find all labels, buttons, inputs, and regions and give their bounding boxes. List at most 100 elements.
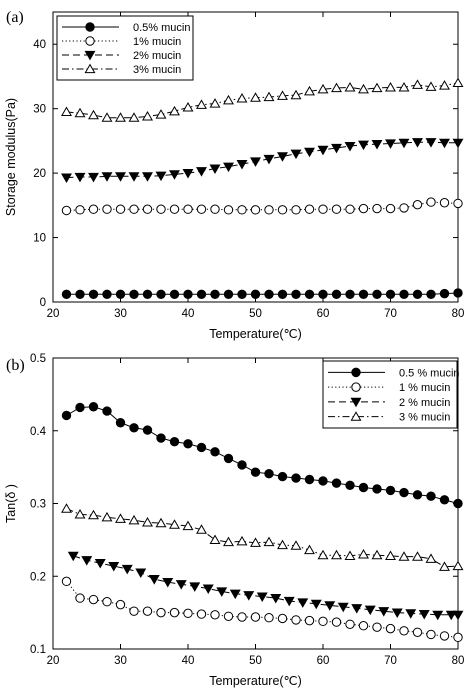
legend-marker [351, 367, 361, 378]
legend-marker [85, 36, 95, 46]
data-point [229, 589, 241, 600]
data-point [223, 162, 234, 173]
legend-entry: 3% mucin [62, 63, 181, 76]
data-point [223, 205, 234, 215]
data-point [75, 402, 85, 413]
y-tick-label: 0.1 [30, 644, 46, 656]
data-point [371, 140, 383, 150]
data-point [169, 519, 180, 529]
data-point [88, 289, 99, 299]
data-point [148, 575, 160, 585]
data-point [74, 107, 86, 118]
data-point [102, 204, 112, 214]
x-tick-label: 80 [452, 308, 465, 320]
data-point [372, 289, 382, 299]
data-point [344, 81, 356, 92]
data-point [88, 109, 99, 120]
data-point [345, 480, 355, 491]
data-point [250, 92, 261, 102]
legend-marker [84, 50, 96, 61]
data-point [277, 539, 288, 550]
data-point [209, 98, 221, 108]
data-point [399, 626, 409, 636]
data-point [452, 560, 464, 571]
data-point [277, 613, 288, 624]
data-point [452, 77, 464, 87]
data-point [385, 203, 396, 214]
data-point [453, 498, 463, 509]
data-point [135, 568, 147, 579]
data-point [426, 197, 436, 207]
data-point [156, 433, 166, 443]
data-point [210, 610, 220, 620]
data-point [318, 289, 328, 299]
data-point [264, 613, 274, 623]
data-point [317, 145, 329, 156]
data-point [156, 289, 166, 299]
data-point [445, 610, 457, 621]
data-point [256, 592, 268, 603]
data-point [209, 164, 221, 175]
data-point [264, 205, 274, 215]
x-tick-label: 50 [249, 308, 262, 320]
data-point [277, 289, 288, 299]
data-point [304, 85, 315, 96]
x-tick-label: 20 [47, 308, 60, 320]
data-point [196, 289, 207, 299]
data-point [169, 607, 180, 618]
data-point [61, 410, 72, 421]
data-point [129, 204, 139, 214]
data-point [291, 289, 301, 299]
legend-label: 2 % mucin [399, 397, 450, 409]
data-point [453, 288, 463, 298]
x-axis-title: Temperature(℃) [209, 674, 302, 688]
data-point [270, 593, 282, 604]
data-point [115, 599, 126, 610]
data-point [398, 551, 410, 561]
data-point [236, 535, 248, 546]
legend-entry: 2% mucin [62, 50, 181, 62]
data-point [210, 447, 220, 457]
data-point [439, 80, 450, 90]
series-line [73, 555, 458, 616]
data-point [61, 205, 72, 216]
data-point [277, 152, 288, 162]
data-point [358, 621, 369, 631]
data-point [142, 172, 153, 182]
series-line [66, 201, 459, 211]
data-point [412, 551, 423, 561]
x-axis-title: Temperature(℃) [209, 327, 302, 341]
data-point [399, 487, 409, 498]
data-point [223, 611, 234, 621]
data-point [358, 203, 369, 214]
legend-label: 0.5% mucin [133, 22, 190, 34]
data-point [196, 167, 207, 177]
data-point [425, 553, 437, 563]
series-0-5-mucin [61, 288, 463, 299]
data-point [169, 170, 180, 180]
data-point [202, 584, 214, 595]
data-point [182, 101, 194, 112]
legend-label: 1% mucin [133, 36, 181, 48]
y-tick-label: 30 [33, 104, 46, 116]
data-point [115, 418, 126, 428]
data-point [156, 607, 166, 618]
data-point [196, 442, 207, 453]
data-point [331, 289, 342, 299]
data-point [115, 289, 126, 299]
data-point [351, 604, 363, 614]
x-tick-label: 70 [384, 308, 397, 320]
data-point [129, 606, 139, 616]
data-point [169, 289, 180, 299]
data-point [250, 289, 261, 299]
data-point [264, 289, 274, 299]
legend-label: 0.5 % mucin [399, 367, 460, 379]
data-point [88, 204, 99, 214]
data-point [304, 147, 315, 158]
data-point [115, 172, 126, 182]
data-point [277, 90, 288, 100]
data-point [453, 198, 463, 209]
data-point [155, 517, 167, 528]
data-point [61, 576, 72, 587]
